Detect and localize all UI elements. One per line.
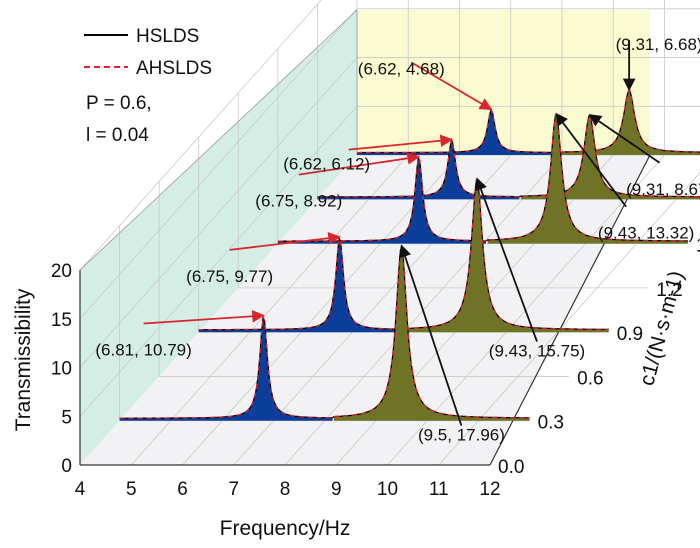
legend-label-ahslds: AHSLDS [136,58,212,79]
x-axis-label: Frequency/Hz [220,517,351,540]
floor-grid-f [130,154,409,466]
z-tick-label: 0.0 [498,457,524,478]
x-tick-label: 4 [75,479,86,500]
ahslds-line [317,114,700,198]
y-tick-label: 10 [51,359,72,380]
peak-label: (9.5, 17.96) [418,426,505,445]
x-tick-label: 8 [280,479,291,500]
series-c0.3 [119,246,530,421]
y-tick-label: 5 [61,407,72,428]
annotation-arrow [298,152,421,176]
peak-label: (6.81, 10.79) [95,341,191,360]
peak-label: (6.75, 8.92) [255,192,342,211]
curves-layer [119,89,700,421]
back-wall [357,10,650,155]
peak-label: (6.75, 9.77) [186,267,273,286]
floor-grid-f [438,172,700,466]
side-grid-t [79,106,358,417]
z-tick-label: 0.9 [617,324,643,345]
y-tick-label: 0 [61,456,72,477]
x-tick-label: 12 [479,479,500,500]
side-grid-t [79,0,322,271]
peak-label: (9.43, 15.75) [489,342,585,361]
annotation-arrow [143,309,265,325]
peak-label: (9.31, 8.67) [626,180,700,199]
series-c1.8 [317,114,700,200]
z-tick-label: 1.2 [656,280,682,301]
x-tick-label: 10 [377,479,398,500]
x-tick-label: 11 [429,479,449,500]
high-peak-fill [560,90,700,155]
z-tick-label: 0.6 [577,368,603,389]
annotation-arrow [229,231,341,251]
y-axis-label: Transmissibility [12,288,35,431]
annotation-arrow [399,244,463,426]
ahslds-line [357,89,700,154]
z-tick-label: 1.5 [696,236,700,257]
annotation-arrow [475,177,538,342]
x-tick-label: 6 [177,479,188,500]
annotations-layer: (6.81, 10.79) (9.5, 17.96) (6.75, 9.77) (9.… [95,35,700,445]
z-tick-label: 0.3 [538,413,564,434]
param-l: l = 0.04 [86,125,149,146]
side-wall [80,10,357,465]
peak-label: (9.31, 6.68) [616,35,700,54]
side-grid-t [79,57,358,368]
annotation-arrow [555,112,627,208]
annotation-arrow [348,134,453,151]
peak-label: (6.62, 4.68) [358,59,445,78]
x-tick-label: 7 [228,479,239,500]
legend: HSLDS AHSLDS P = 0.6, l = 0.04 [84,26,212,146]
y-tick-label: 20 [51,261,72,282]
hslds-line [119,246,530,419]
peak-label: (6.62, 6.12) [283,155,370,174]
z-axis-label: c1/(N·s·m-1) [635,268,688,388]
series-c2.1 [357,89,700,155]
tick-labels: 456789101112051015200.00.30.60.91.21.51.… [51,236,700,500]
peak-label: (9.43, 13.32) [598,224,694,243]
side-grid-t [79,8,358,320]
annotation-arrow [588,114,661,164]
x-tick-label: 9 [331,479,342,500]
x-tick-label: 5 [126,479,137,500]
axes-frame [79,9,651,466]
annotation-arrow [410,61,493,111]
legend-label-hslds: HSLDS [136,26,199,47]
param-p: P = 0.6, [86,93,152,114]
y-tick-label: 15 [51,310,72,331]
